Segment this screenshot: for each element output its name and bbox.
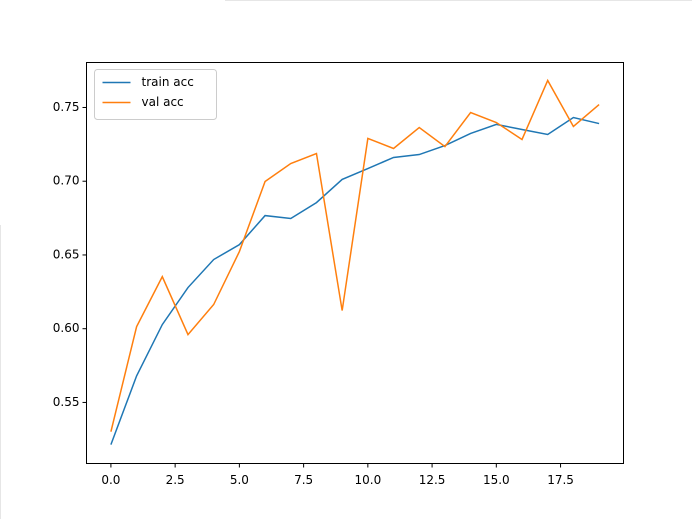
y-tick-label: 0.55 <box>53 395 80 409</box>
series-line <box>110 78 600 432</box>
y-tick-label: 0.75 <box>53 100 80 114</box>
x-tick-label: 10.0 <box>354 473 381 487</box>
x-tick-label: 17.5 <box>547 473 574 487</box>
legend-label: val acc <box>142 95 184 109</box>
y-tick-label: 0.65 <box>53 247 80 261</box>
x-tick-label: 0.0 <box>101 473 120 487</box>
y-tick-label: 0.60 <box>53 321 80 335</box>
y-tick-label: 0.70 <box>53 174 80 188</box>
x-tick-label: 15.0 <box>483 473 510 487</box>
x-tick-label: 5.0 <box>230 473 249 487</box>
x-tick-label: 7.5 <box>294 473 313 487</box>
legend-label: train acc <box>142 75 194 89</box>
x-tick-label: 2.5 <box>166 473 185 487</box>
series-line <box>110 116 600 445</box>
x-tick-label: 12.5 <box>419 473 446 487</box>
axes-frame <box>86 62 624 464</box>
